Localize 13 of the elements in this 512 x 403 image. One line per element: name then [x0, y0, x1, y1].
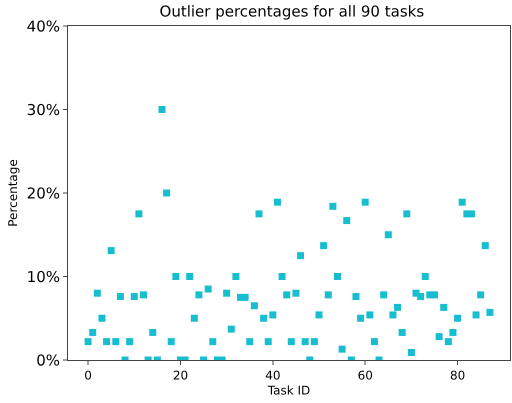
x-tick-label: 80	[450, 368, 466, 382]
x-tick-label: 40	[265, 368, 280, 382]
y-axis-title: Percentage	[6, 159, 20, 227]
y-tick-label: 10%	[26, 268, 60, 286]
x-tick-label: 20	[172, 368, 188, 382]
y-tick-label: 30%	[26, 100, 60, 119]
chart-title: Outlier percentages for all 90 tasks	[160, 2, 424, 21]
y-tick-label: 20%	[26, 184, 60, 202]
x-tick-label: 60	[358, 368, 373, 382]
x-axis-title: Task ID	[266, 383, 310, 398]
y-tick-label: 0%	[36, 351, 60, 370]
y-tick-label: 40%	[26, 17, 60, 36]
x-tick-label: 0	[84, 368, 92, 382]
